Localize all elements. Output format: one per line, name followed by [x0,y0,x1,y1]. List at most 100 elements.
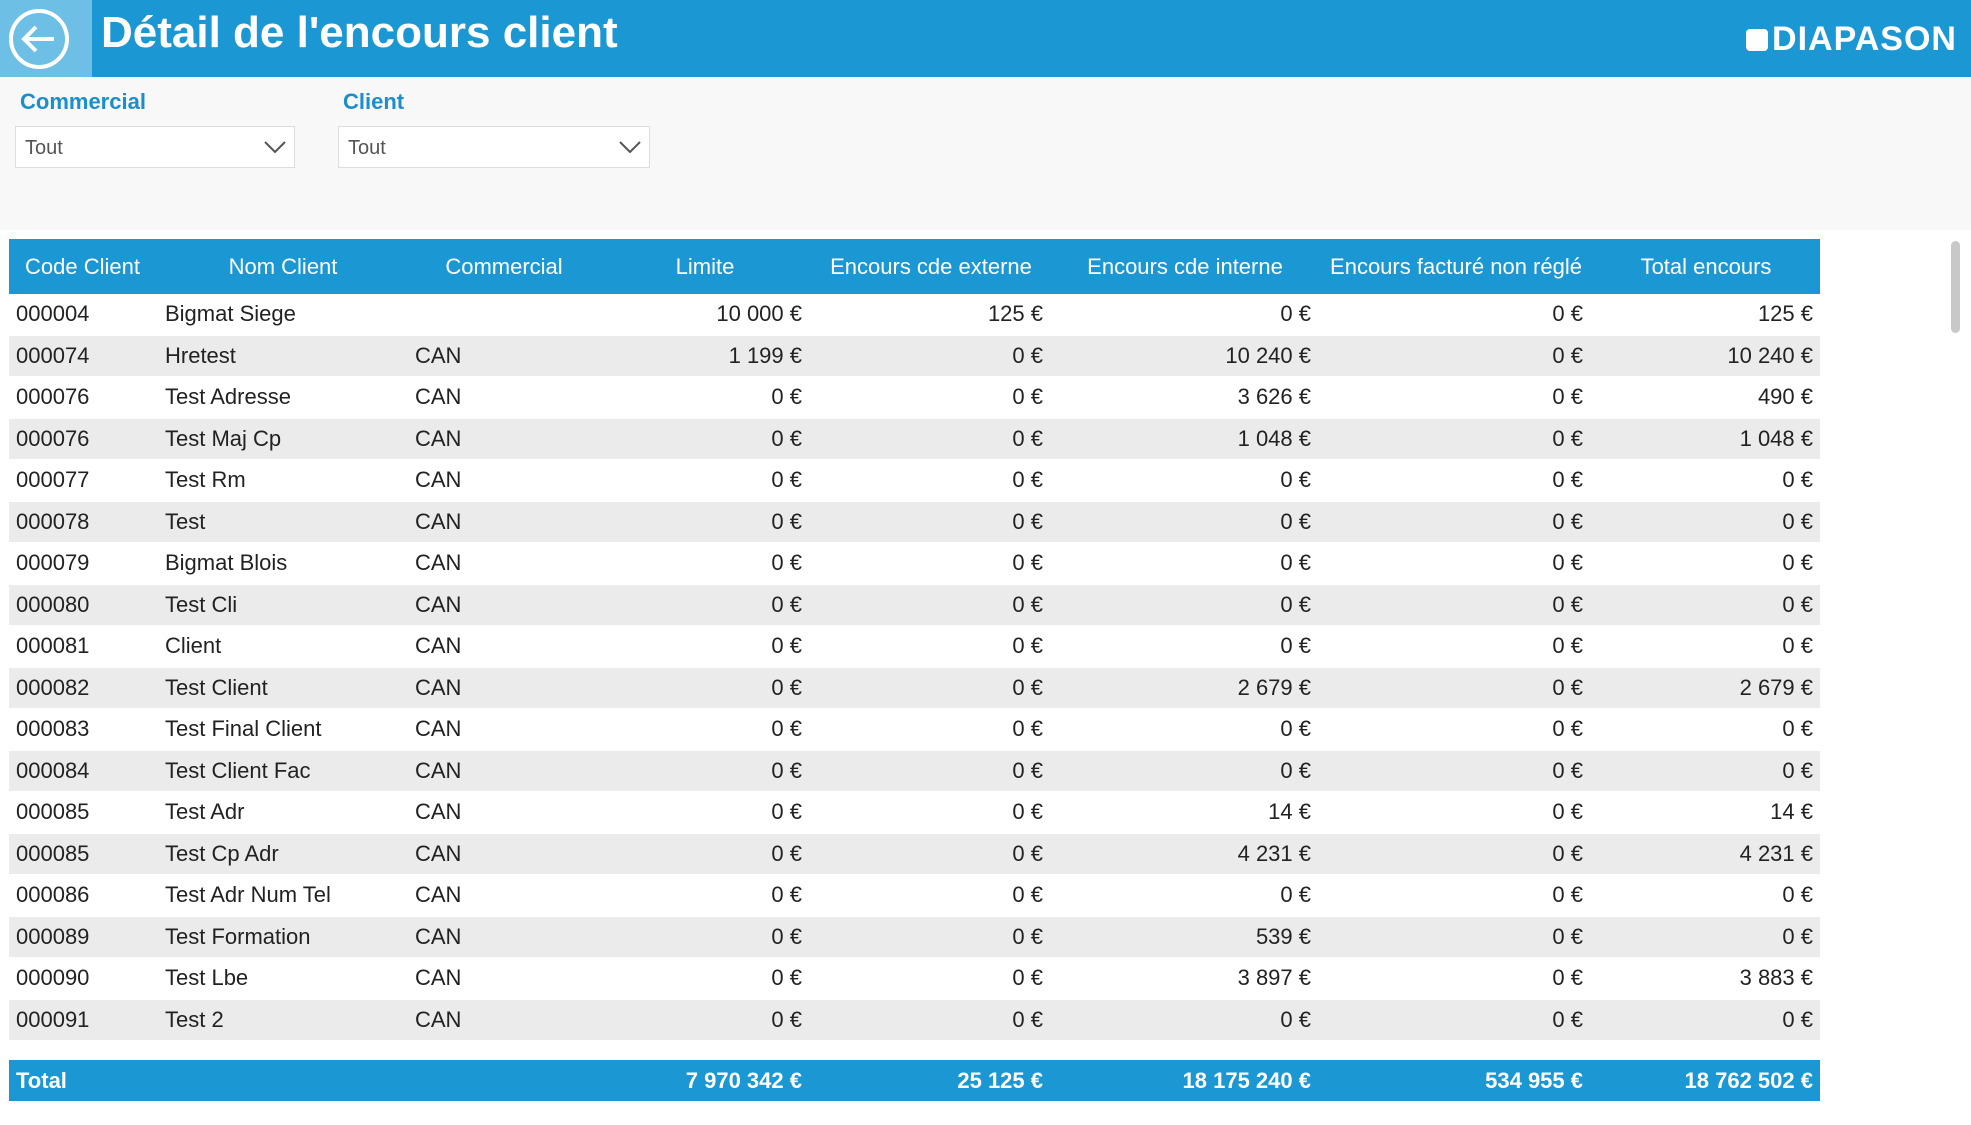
table-cell: CAN [415,757,462,783]
table-cell: 0 € [771,674,802,700]
table-cell: 14 € [1770,799,1813,824]
table-cell: 0 € [1012,840,1043,866]
table-cell: 0 € [1552,840,1583,866]
table-cell: 0 € [1012,550,1043,575]
table-cell: CAN [415,633,462,658]
table-cell: 000082 [16,674,90,700]
table-cell: 000081 [16,633,90,658]
table-cell: 3 626 € [1237,384,1311,409]
table-cell: 0 € [1552,467,1583,492]
table-cell: CAN [415,965,462,990]
table-cell: 0 € [1012,965,1043,990]
table-cell: Test Client Fac [165,757,311,783]
table-cell: 0 € [1552,882,1583,907]
table-cell: 0 € [771,508,802,534]
column-header: Encours facturé non réglé [1330,254,1582,279]
table-cell: Test Adr Num Tel [165,882,331,907]
table-cell: CAN [415,1006,462,1032]
table-cell: 0 € [771,882,802,907]
table-header [9,239,1820,294]
dropdown[interactable]: Tout [338,126,650,168]
table-cell: Bigmat Blois [165,550,288,575]
table-cell: 3 897 € [1237,965,1311,990]
table-row [9,626,1820,666]
table-cell: 0 € [1552,923,1583,949]
table-cell: 0 € [1552,384,1583,409]
back-button[interactable] [0,0,92,77]
column-header: Encours cde interne [1087,254,1283,279]
table-cell: 1 199 € [728,342,802,368]
table-cell: CAN [415,550,462,575]
table-cell: CAN [415,799,462,824]
logo-text: DIAPASON [1772,20,1957,58]
table-cell: 0 € [1782,882,1813,907]
table-cell: Test Lbe [165,965,249,990]
table-cell: 0 € [1012,384,1043,409]
table-cell: 0 € [1782,550,1813,575]
column-header: Limite [675,254,735,279]
dropdown[interactable]: Tout [15,126,295,168]
table: Code Client Nom Client Commercial Limite Enc… [9,239,1820,1101]
table-cell: 0 € [1782,467,1813,492]
scrollbar[interactable] [1951,241,1960,333]
table-cell: 14 € [1268,799,1311,824]
table-row [9,377,1820,417]
table-cell: Test Cli [165,591,238,617]
total-row [9,1060,1820,1101]
table-cell: Test Rm [165,467,246,492]
table-row [9,750,1820,791]
table-cell: CAN [415,674,462,700]
table-cell: 0 € [1012,425,1043,451]
table-cell: 0 € [1552,674,1583,700]
column-header: Total encours [1640,254,1772,279]
table-cell: CAN [415,508,462,534]
table-cell: 4 231 € [1739,840,1813,866]
table-cell: 0 € [1280,550,1311,575]
filter-label: Client [343,89,405,114]
table-cell: 000084 [16,757,90,783]
table-cell: 0 € [771,840,802,866]
table-cell: 000004 [16,301,90,326]
table-cell: 2 679 € [1739,674,1813,700]
table-cell: 0 € [771,965,802,990]
table-cell: CAN [415,716,462,741]
table-cell: 0 € [1782,508,1813,534]
table-row [9,792,1820,832]
header-bar: Détail de l'encours client DIAPASON [0,0,1971,77]
table-cell: 0 € [1782,923,1813,949]
dropdown-value: Tout [25,137,63,159]
filter-label: Commercial [20,89,146,114]
logo: DIAPASON [1746,20,1957,59]
table-cell: 0 € [771,425,802,451]
table-cell: 0 € [771,633,802,658]
table-cell: 125 € [987,301,1043,326]
table-cell: 000079 [16,550,90,575]
table-cell: 0 € [1012,591,1043,617]
table-cell: 125 € [1757,301,1813,326]
table-cell: 000078 [16,508,90,534]
table-cell: 0 € [1552,799,1583,824]
column-header: Nom Client [228,254,338,279]
table-cell: 000090 [16,965,90,990]
table-cell: 000091 [16,1006,90,1032]
table-cell: 0 € [1552,342,1583,368]
table-cell: 000085 [16,840,90,866]
table-cell: 0 € [1012,633,1043,658]
table-cell: 0 € [1280,1006,1311,1032]
table-cell: 10 000 € [716,301,802,326]
table-cell: 0 € [771,923,802,949]
back-icon [9,9,69,69]
column-header: Code Client [25,254,140,279]
table-cell: 0 € [1012,467,1043,492]
table-row [9,335,1820,376]
total-cell: 18 762 502 € [1684,1068,1813,1093]
table-cell: 0 € [1782,716,1813,741]
table-cell: 0 € [1012,508,1043,534]
table-cell: 0 € [1280,467,1311,492]
table-cell: Hretest [165,342,236,368]
table-cell: CAN [415,840,462,866]
table-cell: Test [165,508,206,534]
total-cell: 534 955 € [1485,1068,1583,1093]
table-cell: 0 € [1552,757,1583,783]
table-cell: 0 € [1552,965,1583,990]
